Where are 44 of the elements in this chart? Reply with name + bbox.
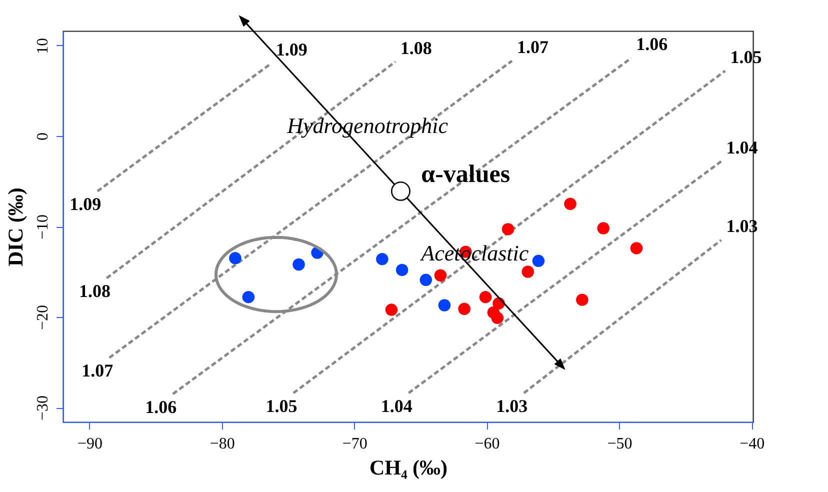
- point: [502, 223, 514, 236]
- point: [434, 269, 447, 282]
- text: 1.08: [400, 38, 432, 58]
- point: [491, 312, 504, 324]
- point: [242, 290, 255, 304]
- series-label: 1.05: [266, 396, 298, 416]
- x-tick-label: −60: [474, 436, 500, 452]
- point: [292, 258, 305, 271]
- text: 1.06: [636, 34, 668, 54]
- point: [597, 222, 610, 234]
- point: [576, 294, 588, 306]
- series-label: 1.06: [145, 396, 177, 417]
- point: [229, 252, 242, 264]
- point: [564, 198, 576, 210]
- point: [396, 264, 408, 276]
- point: [522, 266, 534, 278]
- text: 1.07: [516, 36, 548, 57]
- point: [385, 304, 398, 316]
- annotation: α-values: [421, 161, 510, 188]
- x-tick-label: −90: [77, 436, 103, 452]
- point: [438, 299, 451, 312]
- series-label: 1.07: [82, 360, 114, 381]
- y-tick-label: −20: [34, 304, 52, 330]
- x-tick-label: −50: [607, 436, 632, 452]
- x-tick-label: −70: [342, 436, 368, 452]
- point: [458, 302, 470, 315]
- point: [376, 252, 388, 266]
- x-tick-label: −80: [210, 436, 235, 452]
- point: [532, 254, 545, 268]
- point: [420, 274, 432, 286]
- series-label: 1.04: [380, 396, 412, 416]
- y-tick-label: −10: [34, 214, 52, 240]
- x-tick-label: −40: [740, 436, 765, 452]
- series-label: 1.09: [70, 194, 102, 214]
- point: [479, 290, 492, 304]
- y-tick-label: 0: [34, 132, 52, 140]
- point: [630, 242, 643, 254]
- series-label: 1.08: [78, 281, 110, 302]
- series-label: 1.03: [496, 396, 528, 416]
- x-axis-title: CH₄ (‰): [369, 456, 448, 480]
- y-tick-label: 10: [34, 38, 52, 54]
- y-axis-title: DIC (‰): [4, 188, 28, 266]
- y-tick-label: −30: [34, 396, 52, 421]
- text: 1.09: [276, 40, 308, 60]
